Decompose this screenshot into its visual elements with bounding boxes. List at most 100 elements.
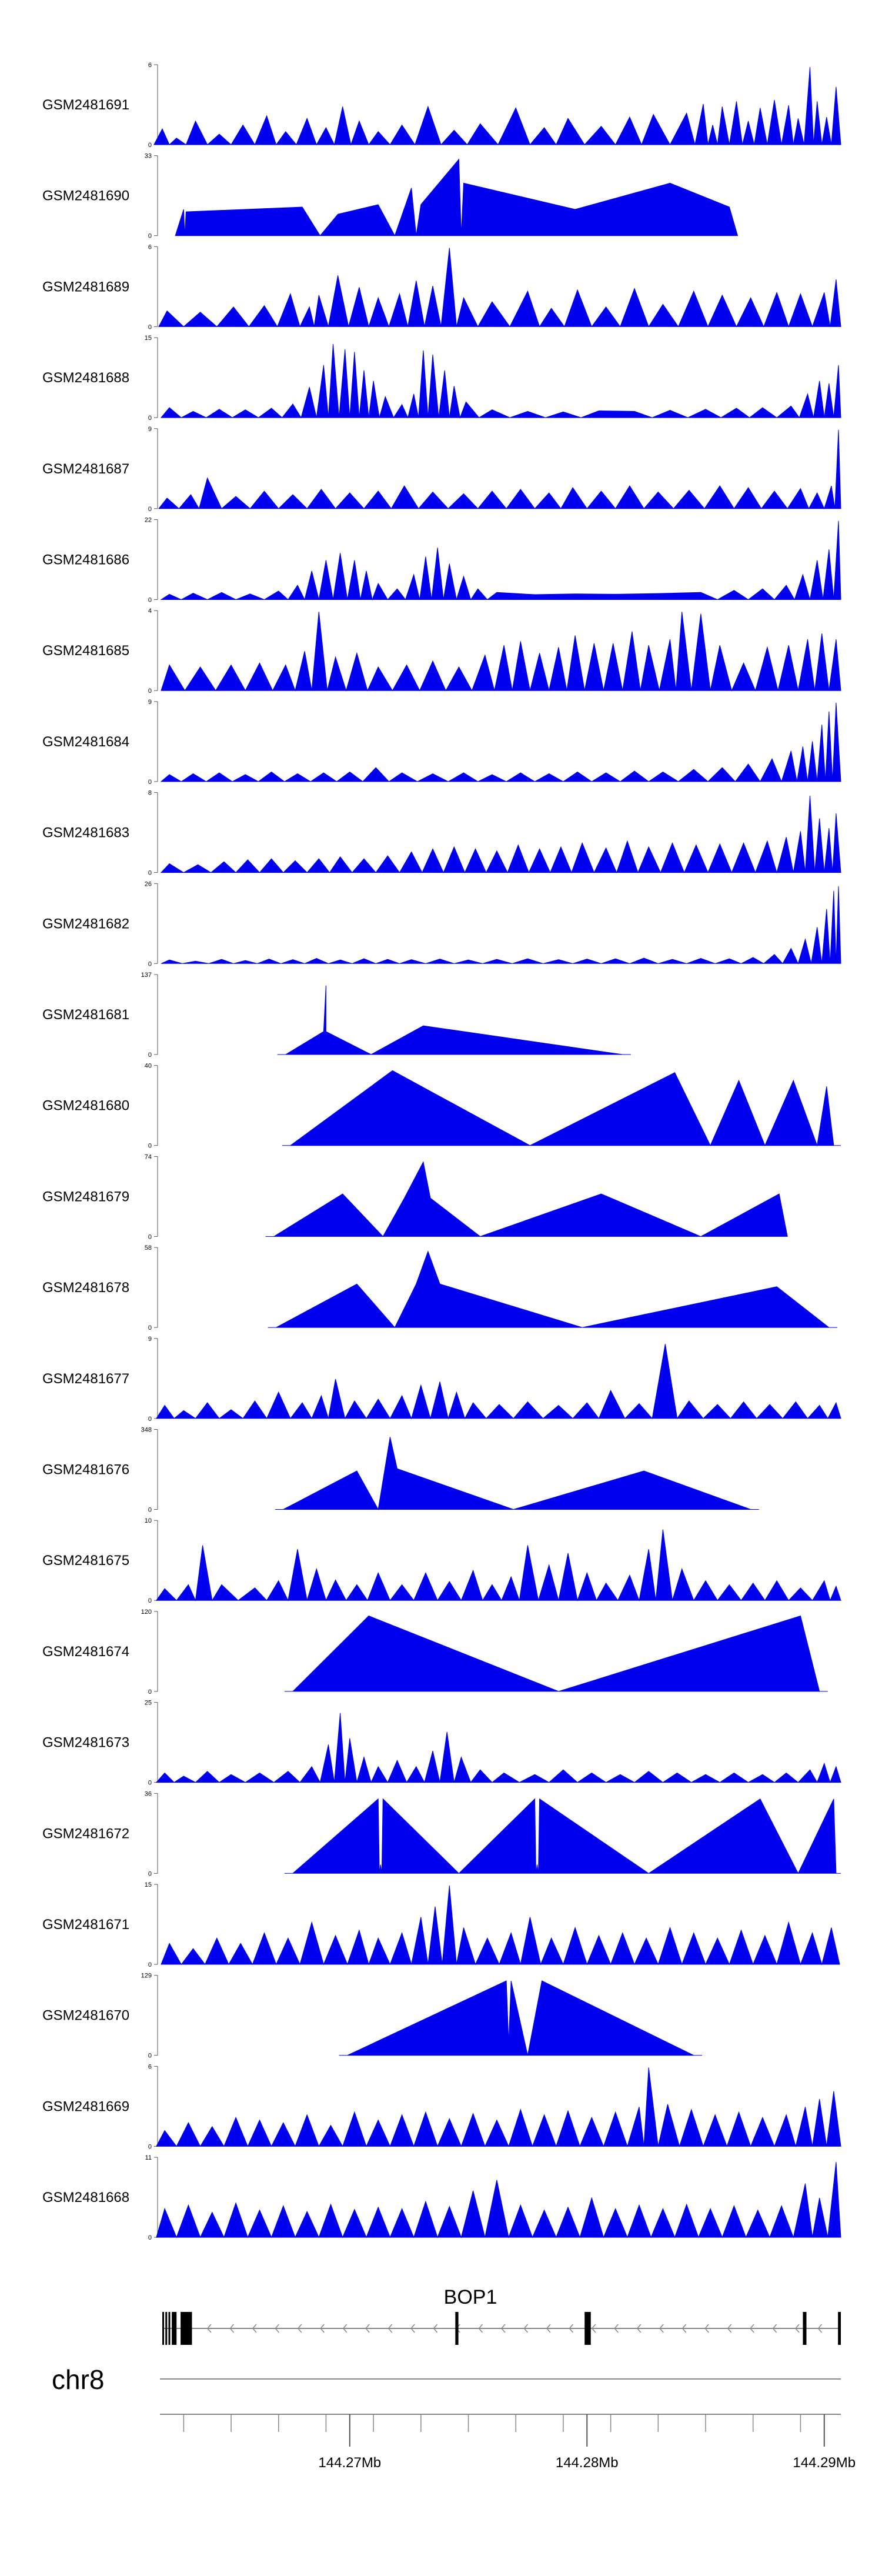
strand-arrow (433, 2324, 438, 2333)
track-GSM2481683: GSM2481683 8 0 (42, 790, 841, 877)
coverage-tracks: GSM248169160GSM2481690330GSM248168960GSM… (42, 62, 841, 2241)
track-label: GSM2481674 (42, 1644, 129, 1660)
track-GSM2481690: GSM2481690 33 0 (42, 153, 739, 240)
chromosome-label: chr8 (52, 2364, 104, 2395)
coverage-area (268, 1250, 837, 1328)
coverage-area (284, 1615, 828, 1692)
exon (584, 2312, 591, 2345)
track-label: GSM2481688 (42, 370, 129, 386)
exon (172, 2312, 177, 2345)
y-tick-label-zero: 0 (148, 779, 152, 786)
coverage-area (153, 67, 841, 146)
strand-arrow (546, 2324, 551, 2333)
y-tick-label-max: 120 (141, 1609, 152, 1616)
coverage-area (275, 1437, 759, 1511)
strand-arrow (501, 2324, 506, 2333)
y-tick-label-max: 348 (141, 1427, 152, 1434)
y-tick-label-max: 15 (145, 335, 152, 342)
y-tick-label-max: 137 (141, 972, 152, 979)
y-tick-label-max: 9 (148, 699, 152, 706)
strand-arrow (320, 2324, 325, 2333)
gene-label: BOP1 (444, 2286, 497, 2308)
track-GSM2481687: GSM2481687 9 0 (42, 426, 841, 513)
strand-arrow (365, 2324, 370, 2333)
y-tick-label-zero: 0 (148, 2143, 152, 2150)
track-label: GSM2481679 (42, 1189, 129, 1204)
y-tick-label-zero: 0 (148, 506, 152, 513)
strand-arrow (614, 2324, 619, 2333)
strand-arrow (252, 2324, 257, 2333)
y-tick-label-max: 15 (145, 1881, 152, 1888)
track-GSM2481679: GSM2481679 74 0 (42, 1153, 788, 1240)
track-label: GSM2481673 (42, 1735, 129, 1751)
y-tick-label-zero: 0 (148, 688, 152, 695)
y-tick-label-zero: 0 (148, 415, 152, 422)
track-GSM2481668: GSM2481668 11 0 (42, 2154, 841, 2241)
strand-arrow (704, 2324, 709, 2333)
track-GSM2481669: GSM2481669 6 0 (42, 2063, 841, 2150)
strand-arrow (342, 2324, 348, 2333)
track-GSM2481688: GSM2481688 15 0 (42, 335, 841, 422)
track-label: GSM2481684 (42, 734, 129, 750)
track-label: GSM2481686 (42, 552, 129, 568)
exon (168, 2312, 171, 2345)
y-tick-label-zero: 0 (148, 960, 152, 967)
track-GSM2481673: GSM2481673 25 0 (42, 1700, 841, 1787)
track-GSM2481678: GSM2481678 58 0 (42, 1244, 837, 1332)
strand-arrow (681, 2324, 687, 2333)
y-tick-label-max: 6 (148, 243, 152, 251)
y-tick-label-zero: 0 (148, 597, 152, 604)
x-tick-label: 144.28Mb (556, 2455, 619, 2471)
coverage-area (175, 158, 739, 236)
y-tick-label-zero: 0 (148, 1689, 152, 1696)
y-tick-label-zero: 0 (148, 2234, 152, 2241)
y-tick-label-max: 8 (148, 790, 152, 797)
strand-arrow (636, 2324, 642, 2333)
track-GSM2481675: GSM2481675 10 0 (42, 1517, 841, 1604)
coverage-area (155, 1529, 841, 1602)
y-tick-label-zero: 0 (148, 142, 152, 149)
track-GSM2481685: GSM2481685 4 0 (42, 608, 841, 695)
y-tick-label-max: 4 (148, 608, 152, 615)
strand-arrow (750, 2324, 754, 2333)
strand-arrow (569, 2324, 573, 2333)
y-tick-label-zero: 0 (148, 1961, 152, 1968)
exon (455, 2312, 459, 2345)
coverage-area (277, 985, 631, 1055)
track-GSM2481672: GSM2481672 36 0 (42, 1790, 841, 1877)
gene-track: BOP1 (162, 2286, 841, 2345)
y-tick-label-zero: 0 (148, 1870, 152, 1877)
coverage-area (282, 1070, 841, 1147)
y-tick-label-max: 33 (145, 153, 152, 160)
track-label: GSM2481680 (42, 1098, 129, 1114)
y-tick-label-max: 36 (145, 1790, 152, 1797)
track-GSM2481676: GSM2481676 348 0 (42, 1427, 759, 1514)
coverage-area (161, 886, 841, 965)
track-label: GSM2481682 (42, 916, 129, 932)
y-tick-label-zero: 0 (148, 233, 152, 240)
y-tick-label-max: 10 (145, 1517, 152, 1524)
y-tick-label-max: 74 (145, 1153, 152, 1160)
coverage-area (158, 429, 841, 510)
track-GSM2481689: GSM2481689 6 0 (42, 243, 841, 331)
y-tick-label-max: 9 (148, 1336, 152, 1343)
track-label: GSM2481683 (42, 825, 129, 841)
track-GSM2481677: GSM2481677 9 0 (42, 1336, 841, 1423)
track-label: GSM2481681 (42, 1007, 129, 1023)
y-tick-label-max: 40 (145, 1063, 152, 1070)
strand-arrow (727, 2324, 732, 2333)
coverage-area (156, 2067, 841, 2148)
track-GSM2481684: GSM2481684 9 0 (42, 699, 841, 786)
coverage-area (158, 248, 841, 328)
y-tick-label-max: 11 (145, 2154, 152, 2161)
track-label: GSM2481685 (42, 643, 129, 659)
exon (181, 2312, 192, 2345)
y-tick-label-zero: 0 (148, 1143, 152, 1150)
strand-arrow (387, 2324, 393, 2333)
y-tick-label-max: 9 (148, 426, 152, 433)
y-tick-label-zero: 0 (148, 1597, 152, 1604)
strand-arrow (410, 2324, 415, 2333)
track-label: GSM2481690 (42, 188, 129, 204)
strand-arrows (184, 2324, 823, 2333)
